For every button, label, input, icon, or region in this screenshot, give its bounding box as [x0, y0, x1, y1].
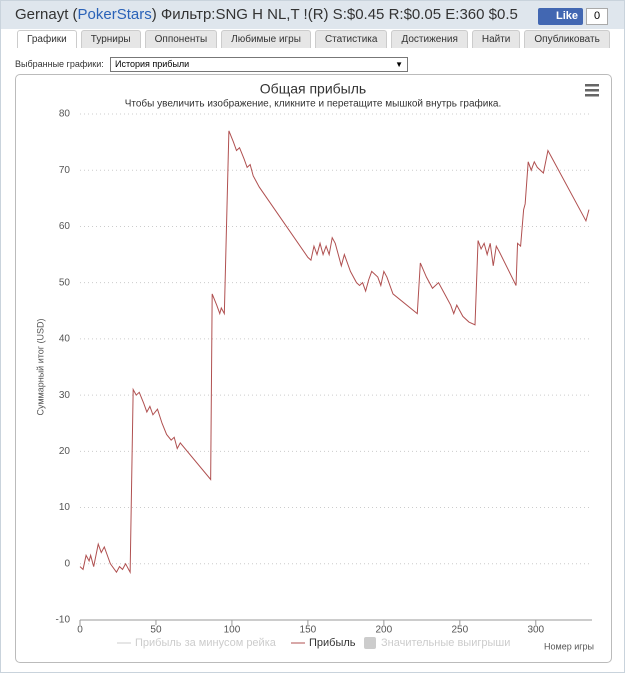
title-prefix: Gernayt ( — [15, 6, 78, 23]
x-tick-label: 50 — [150, 625, 162, 636]
tab[interactable]: Опубликовать — [524, 30, 610, 48]
legend-label: Прибыль — [309, 637, 356, 649]
selector[interactable]: История прибыли — [110, 57, 408, 72]
x-tick-label: 150 — [300, 625, 317, 636]
tab[interactable]: Достижения — [391, 30, 468, 48]
legend-label: Прибыль за минусом рейка — [135, 637, 277, 649]
chart-frame — [15, 74, 612, 663]
y-axis-label: Суммарный итог (USD) — [35, 318, 45, 415]
title: Gernayt (PokerStars) Фильтр:SNG H NL,T !… — [15, 6, 518, 23]
tab[interactable]: Найти — [471, 30, 521, 48]
chart-subtitle: Чтобы увеличить изображение, кликните и … — [125, 98, 502, 110]
tabs: Графики Турниры Оппоненты Любимые игры Стати… — [17, 30, 610, 48]
y-tick-label: 70 — [59, 165, 71, 176]
x-tick-label: 100 — [224, 625, 241, 636]
menu-icon[interactable] — [585, 84, 599, 97]
selector-label: Выбранные графики: — [15, 59, 104, 69]
tab[interactable]: Графики — [17, 30, 77, 48]
tab[interactable]: Любимые игры — [221, 30, 311, 48]
y-tick-label: -10 — [56, 615, 71, 626]
x-tick-label: 200 — [376, 625, 393, 636]
tab[interactable]: Статистика — [314, 30, 388, 48]
y-tick-label: 20 — [59, 446, 71, 457]
y-tick-label: 50 — [59, 277, 71, 288]
chart-title: Общая прибыль — [260, 81, 366, 97]
like-count: 0 — [586, 8, 608, 25]
legend-swatch — [364, 637, 376, 649]
header: Gernayt (PokerStars) Фильтр:SNG H NL,T !… — [1, 1, 624, 29]
title-suffix: ) Фильтр:SNG H NL,T !(R) S:$0.45 R:$0.05… — [151, 6, 518, 23]
y-tick-label: 40 — [59, 334, 71, 345]
site-link[interactable]: PokerStars — [77, 6, 152, 23]
x-tick-label: 250 — [451, 625, 468, 636]
y-tick-label: 80 — [59, 109, 71, 120]
tab[interactable]: Турниры — [80, 30, 141, 48]
x-axis-label: Номер игры — [544, 641, 594, 651]
y-tick-label: 30 — [59, 390, 71, 401]
y-tick-label: 0 — [64, 558, 70, 569]
like-button[interactable]: Like — [538, 8, 584, 25]
line — [79, 130, 590, 575]
tab[interactable]: Оппоненты — [144, 30, 218, 48]
legend-label: Значительные выигрыши — [381, 637, 510, 649]
x-tick-label: 300 — [527, 625, 544, 636]
y-tick-label: 60 — [59, 221, 71, 232]
y-tick-label: 10 — [59, 502, 71, 513]
x-tick-label: 0 — [77, 625, 83, 636]
